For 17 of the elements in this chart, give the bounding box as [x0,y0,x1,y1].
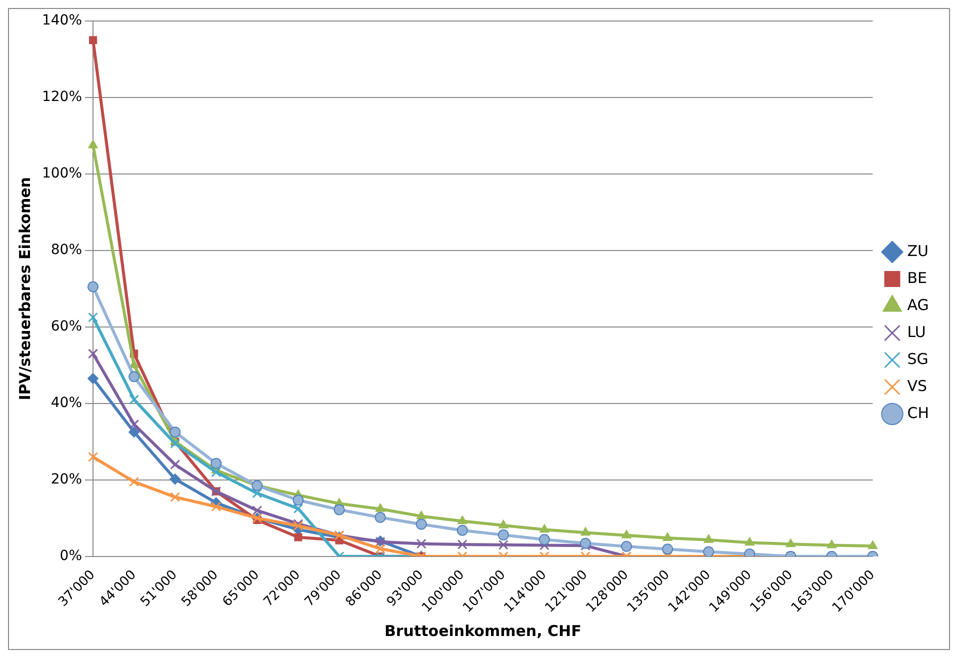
legend-label: BE [907,268,928,287]
y-tick-label: 120% [42,89,82,106]
x-axis-title: Bruttoeinkommen, CHF [384,622,582,640]
y-tick-label: 140% [42,12,82,29]
y-axis-title: IPV/steuerbares Einkomen [16,177,34,400]
legend-label: ZU [907,242,929,260]
legend-label: VS [907,376,928,395]
legend-label: LU [907,322,926,341]
y-tick-label: 60% [50,318,82,335]
legend-label: CH [907,404,930,422]
y-tick-label: 40% [50,395,82,412]
y-tick-label: 20% [50,472,82,488]
y-tick-label: 0% [60,548,82,564]
legend-label: SG [907,350,928,368]
y-tick-label: 80% [50,242,82,258]
legend-label: AG [907,296,929,314]
y-tick-label: 100% [42,166,82,182]
